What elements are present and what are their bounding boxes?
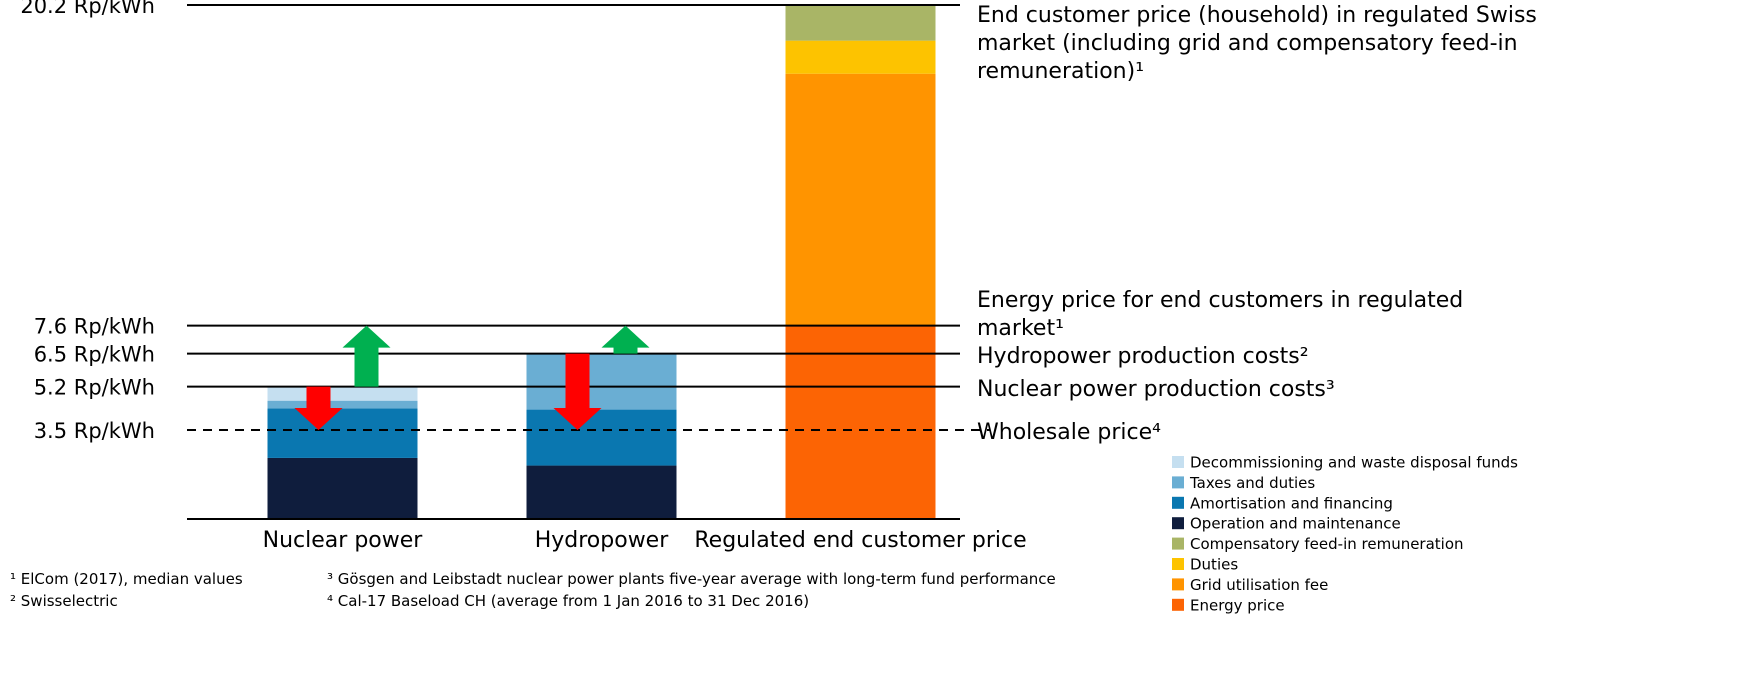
- legend-swatch: [1172, 517, 1184, 530]
- legend-swatch: [1172, 558, 1184, 570]
- legend-label: Amortisation and financing: [1190, 494, 1393, 512]
- footnote: ² Swisselectric: [10, 592, 118, 610]
- x-tick-label: Hydropower: [535, 528, 670, 553]
- bar-segment: [785, 73, 936, 326]
- footnote: ⁴ Cal-17 Baseload CH (average from 1 Jan…: [327, 592, 810, 610]
- legend-swatch: [1172, 537, 1184, 550]
- line-label: End customer price (household) in regula…: [977, 3, 1537, 84]
- legend-swatch: [1172, 598, 1184, 611]
- legend-swatch: [1172, 496, 1184, 509]
- arrow: [294, 386, 343, 430]
- arrow: [553, 353, 602, 430]
- bar-segment: [526, 353, 677, 410]
- legend-label: Energy price: [1190, 596, 1285, 614]
- y-tick-label: 7.6 Rp/kWh: [34, 315, 155, 339]
- legend-label: Grid utilisation fee: [1190, 576, 1328, 594]
- line-label: Hydropower production costs²: [977, 343, 1309, 369]
- legend-label: Compensatory feed-in remuneration: [1190, 535, 1464, 553]
- legend-swatch: [1172, 456, 1184, 468]
- legend-swatch: [1172, 578, 1184, 591]
- line-label: Nuclear power production costs³: [977, 376, 1335, 402]
- legend-label: Duties: [1190, 556, 1238, 574]
- legend-swatch: [1172, 476, 1184, 489]
- bar-segment: [526, 465, 677, 519]
- bar-segment: [785, 40, 936, 74]
- legend-label: Decommissioning and waste disposal funds: [1190, 454, 1518, 472]
- bar-segment: [267, 400, 418, 409]
- y-tick-label: 3.5 Rp/kWh: [34, 419, 155, 443]
- bar-segment: [267, 408, 418, 458]
- arrow: [342, 325, 391, 387]
- footnote: ¹ ElCom (2017), median values: [10, 570, 243, 588]
- bar-segment: [526, 409, 677, 466]
- y-tick-label: 20.2 Rp/kWh: [20, 0, 155, 18]
- x-tick-label: Regulated end customer price: [694, 528, 1026, 553]
- legend-label: Taxes and duties: [1189, 474, 1315, 492]
- y-tick-label: 5.2 Rp/kWh: [34, 376, 155, 400]
- bar-segment: [785, 325, 936, 519]
- line-label: Energy price for end customers in regula…: [977, 287, 1464, 341]
- bar-segment: [267, 386, 418, 401]
- y-tick-label: 6.5 Rp/kWh: [34, 343, 155, 367]
- legend-label: Operation and maintenance: [1190, 515, 1401, 533]
- line-label: Wholesale price⁴: [977, 419, 1161, 445]
- bar-segment: [267, 457, 418, 519]
- footnote: ³ Gösgen and Leibstadt nuclear power pla…: [327, 570, 1056, 588]
- x-tick-label: Nuclear power: [263, 528, 424, 553]
- arrow: [601, 325, 650, 354]
- bar-segment: [785, 5, 936, 41]
